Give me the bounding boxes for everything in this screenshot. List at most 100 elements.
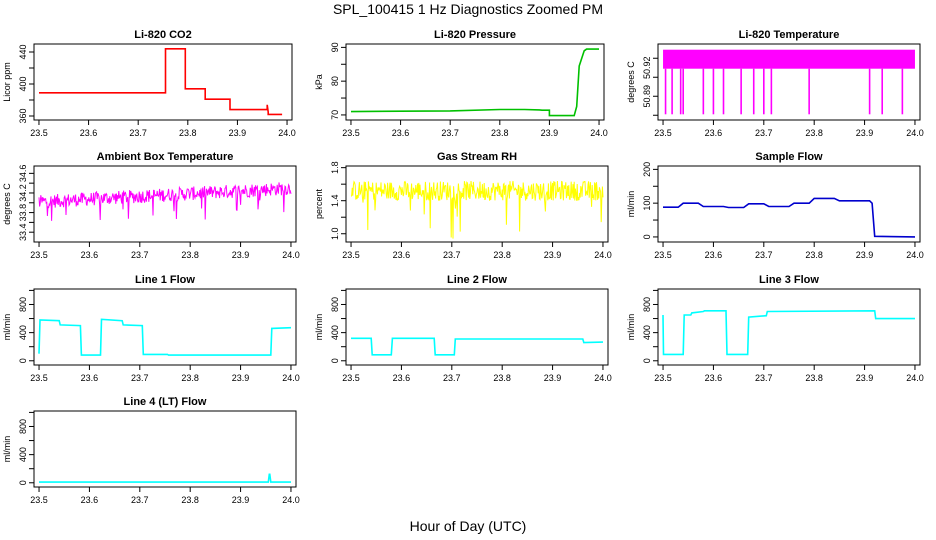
panel-line2: Line 2 Flow ml/min 23.5 23.6 23.7 23.8 23.9 24.… — [314, 274, 612, 383]
x-tick-label: 23.8 — [805, 250, 823, 260]
x-tick-label: 24.0 — [594, 373, 612, 383]
data-series — [351, 337, 604, 356]
panel-rh: Gas Stream RH percent 23.5 23.6 23.7 23.8 23.9… — [314, 151, 612, 260]
x-tick-label: 23.9 — [541, 128, 559, 138]
series-line — [39, 473, 291, 483]
y-tick-label: 70 — [330, 110, 340, 120]
x-tick-label: 24.0 — [282, 495, 300, 505]
series-line — [38, 318, 292, 356]
y-tick-label: 0 — [18, 480, 28, 485]
panel-co2: Li-820 CO2 Licor ppm 23.5 23.6 23.7 23.8 23.9 2… — [2, 29, 296, 138]
y-tick-label: 50.92 — [642, 56, 652, 79]
panel-line4: Line 4 (LT) Flow ml/min 23.5 23.6 23.7 23.8 23… — [2, 396, 300, 505]
plot-frame — [33, 410, 297, 488]
plot-frame — [657, 43, 921, 121]
figure-title: SPL_100415 1 Hz Diagnostics Zoomed PM — [332, 1, 604, 17]
y-tick-label: 400 — [642, 325, 652, 340]
y-tick-label: 1.8 — [330, 161, 340, 174]
x-tick-label: 23.7 — [441, 128, 459, 138]
series-band — [663, 49, 915, 69]
data-series — [38, 318, 292, 356]
x-tick-label: 23.9 — [856, 128, 874, 138]
x-tick-label: 24.0 — [278, 128, 296, 138]
y-tick-label: 0 — [18, 358, 28, 363]
x-tick-label: 23.6 — [81, 495, 99, 505]
x-tick-label: 23.5 — [342, 250, 360, 260]
x-tick-label: 23.8 — [493, 250, 511, 260]
x-tick-label: 24.0 — [590, 128, 608, 138]
data-series — [39, 47, 283, 116]
panel-sample_flow: Sample Flow ml/min 23.5 23.6 23.7 23.8 23.9 24.… — [626, 151, 924, 260]
panel-title: Sample Flow — [755, 151, 823, 163]
y-tick-label: 400 — [18, 447, 28, 462]
x-tick-label: 24.0 — [906, 250, 924, 260]
figure-x-axis-label: Hour of Day (UTC) — [409, 518, 527, 534]
panel-title: Line 3 Flow — [759, 274, 819, 286]
x-tick-label: 24.0 — [282, 250, 300, 260]
y-axis-label: degrees C — [626, 61, 636, 103]
plot-frame — [33, 288, 297, 366]
x-tick-label: 23.7 — [755, 128, 773, 138]
y-tick-label: 800 — [642, 297, 652, 312]
series-line — [38, 182, 292, 221]
x-tick-label: 23.7 — [131, 250, 149, 260]
x-tick-label: 23.6 — [81, 373, 99, 383]
x-tick-label: 23.8 — [179, 128, 197, 138]
x-tick-label: 23.8 — [493, 373, 511, 383]
x-tick-label: 23.8 — [181, 495, 199, 505]
data-series — [663, 49, 915, 115]
y-tick-label: 80 — [330, 76, 340, 86]
x-tick-label: 23.8 — [181, 250, 199, 260]
x-tick-label: 23.6 — [705, 373, 723, 383]
panel-title: Line 4 (LT) Flow — [124, 396, 207, 408]
y-tick-label: 33.8 — [18, 204, 28, 222]
x-tick-label: 24.0 — [282, 373, 300, 383]
x-tick-label: 23.8 — [491, 128, 509, 138]
data-series — [350, 180, 604, 239]
y-axis-label: ml/min — [314, 314, 324, 341]
x-tick-label: 23.8 — [181, 373, 199, 383]
x-tick-label: 23.9 — [856, 250, 874, 260]
x-tick-label: 23.9 — [232, 495, 250, 505]
y-axis-label: percent — [314, 188, 324, 219]
y-tick-label: 100 — [642, 196, 652, 211]
x-tick-label: 24.0 — [594, 250, 612, 260]
x-tick-label: 23.6 — [393, 250, 411, 260]
plot-frame — [33, 43, 293, 121]
data-series — [39, 473, 291, 483]
y-tick-label: 200 — [642, 162, 652, 177]
x-tick-label: 23.7 — [443, 250, 461, 260]
y-tick-label: 34.2 — [18, 184, 28, 202]
panel-title: Li-820 Temperature — [739, 29, 840, 41]
panel-title: Line 2 Flow — [447, 274, 507, 286]
x-tick-label: 24.0 — [906, 373, 924, 383]
y-tick-label: 1.0 — [330, 227, 340, 240]
x-tick-label: 23.8 — [805, 373, 823, 383]
x-tick-label: 23.7 — [443, 373, 461, 383]
data-series — [662, 309, 915, 356]
y-tick-label: 400 — [330, 325, 340, 340]
y-tick-label: 800 — [18, 419, 28, 434]
series-line — [350, 180, 604, 239]
x-tick-label: 23.6 — [80, 128, 98, 138]
x-tick-label: 23.7 — [131, 373, 149, 383]
y-tick-label: 360 — [18, 108, 28, 123]
series-line — [662, 309, 915, 356]
data-series — [38, 182, 292, 221]
plot-frame — [345, 288, 609, 366]
plot-frame — [33, 165, 297, 243]
x-tick-label: 23.5 — [30, 250, 48, 260]
x-tick-label: 23.6 — [392, 128, 410, 138]
y-tick-label: 800 — [330, 297, 340, 312]
x-tick-label: 23.9 — [232, 373, 250, 383]
y-tick-label: 0 — [642, 234, 652, 239]
y-tick-label: 800 — [18, 297, 28, 312]
x-tick-label: 23.5 — [654, 373, 672, 383]
y-axis-label: ml/min — [2, 314, 12, 341]
x-tick-label: 23.5 — [30, 495, 48, 505]
x-tick-label: 23.5 — [30, 373, 48, 383]
x-tick-label: 23.6 — [705, 128, 723, 138]
x-tick-label: 23.6 — [81, 250, 99, 260]
y-axis-label: ml/min — [626, 191, 636, 218]
panel-line3: Line 3 Flow ml/min 23.5 23.6 23.7 23.8 23.9 24.… — [626, 274, 924, 383]
